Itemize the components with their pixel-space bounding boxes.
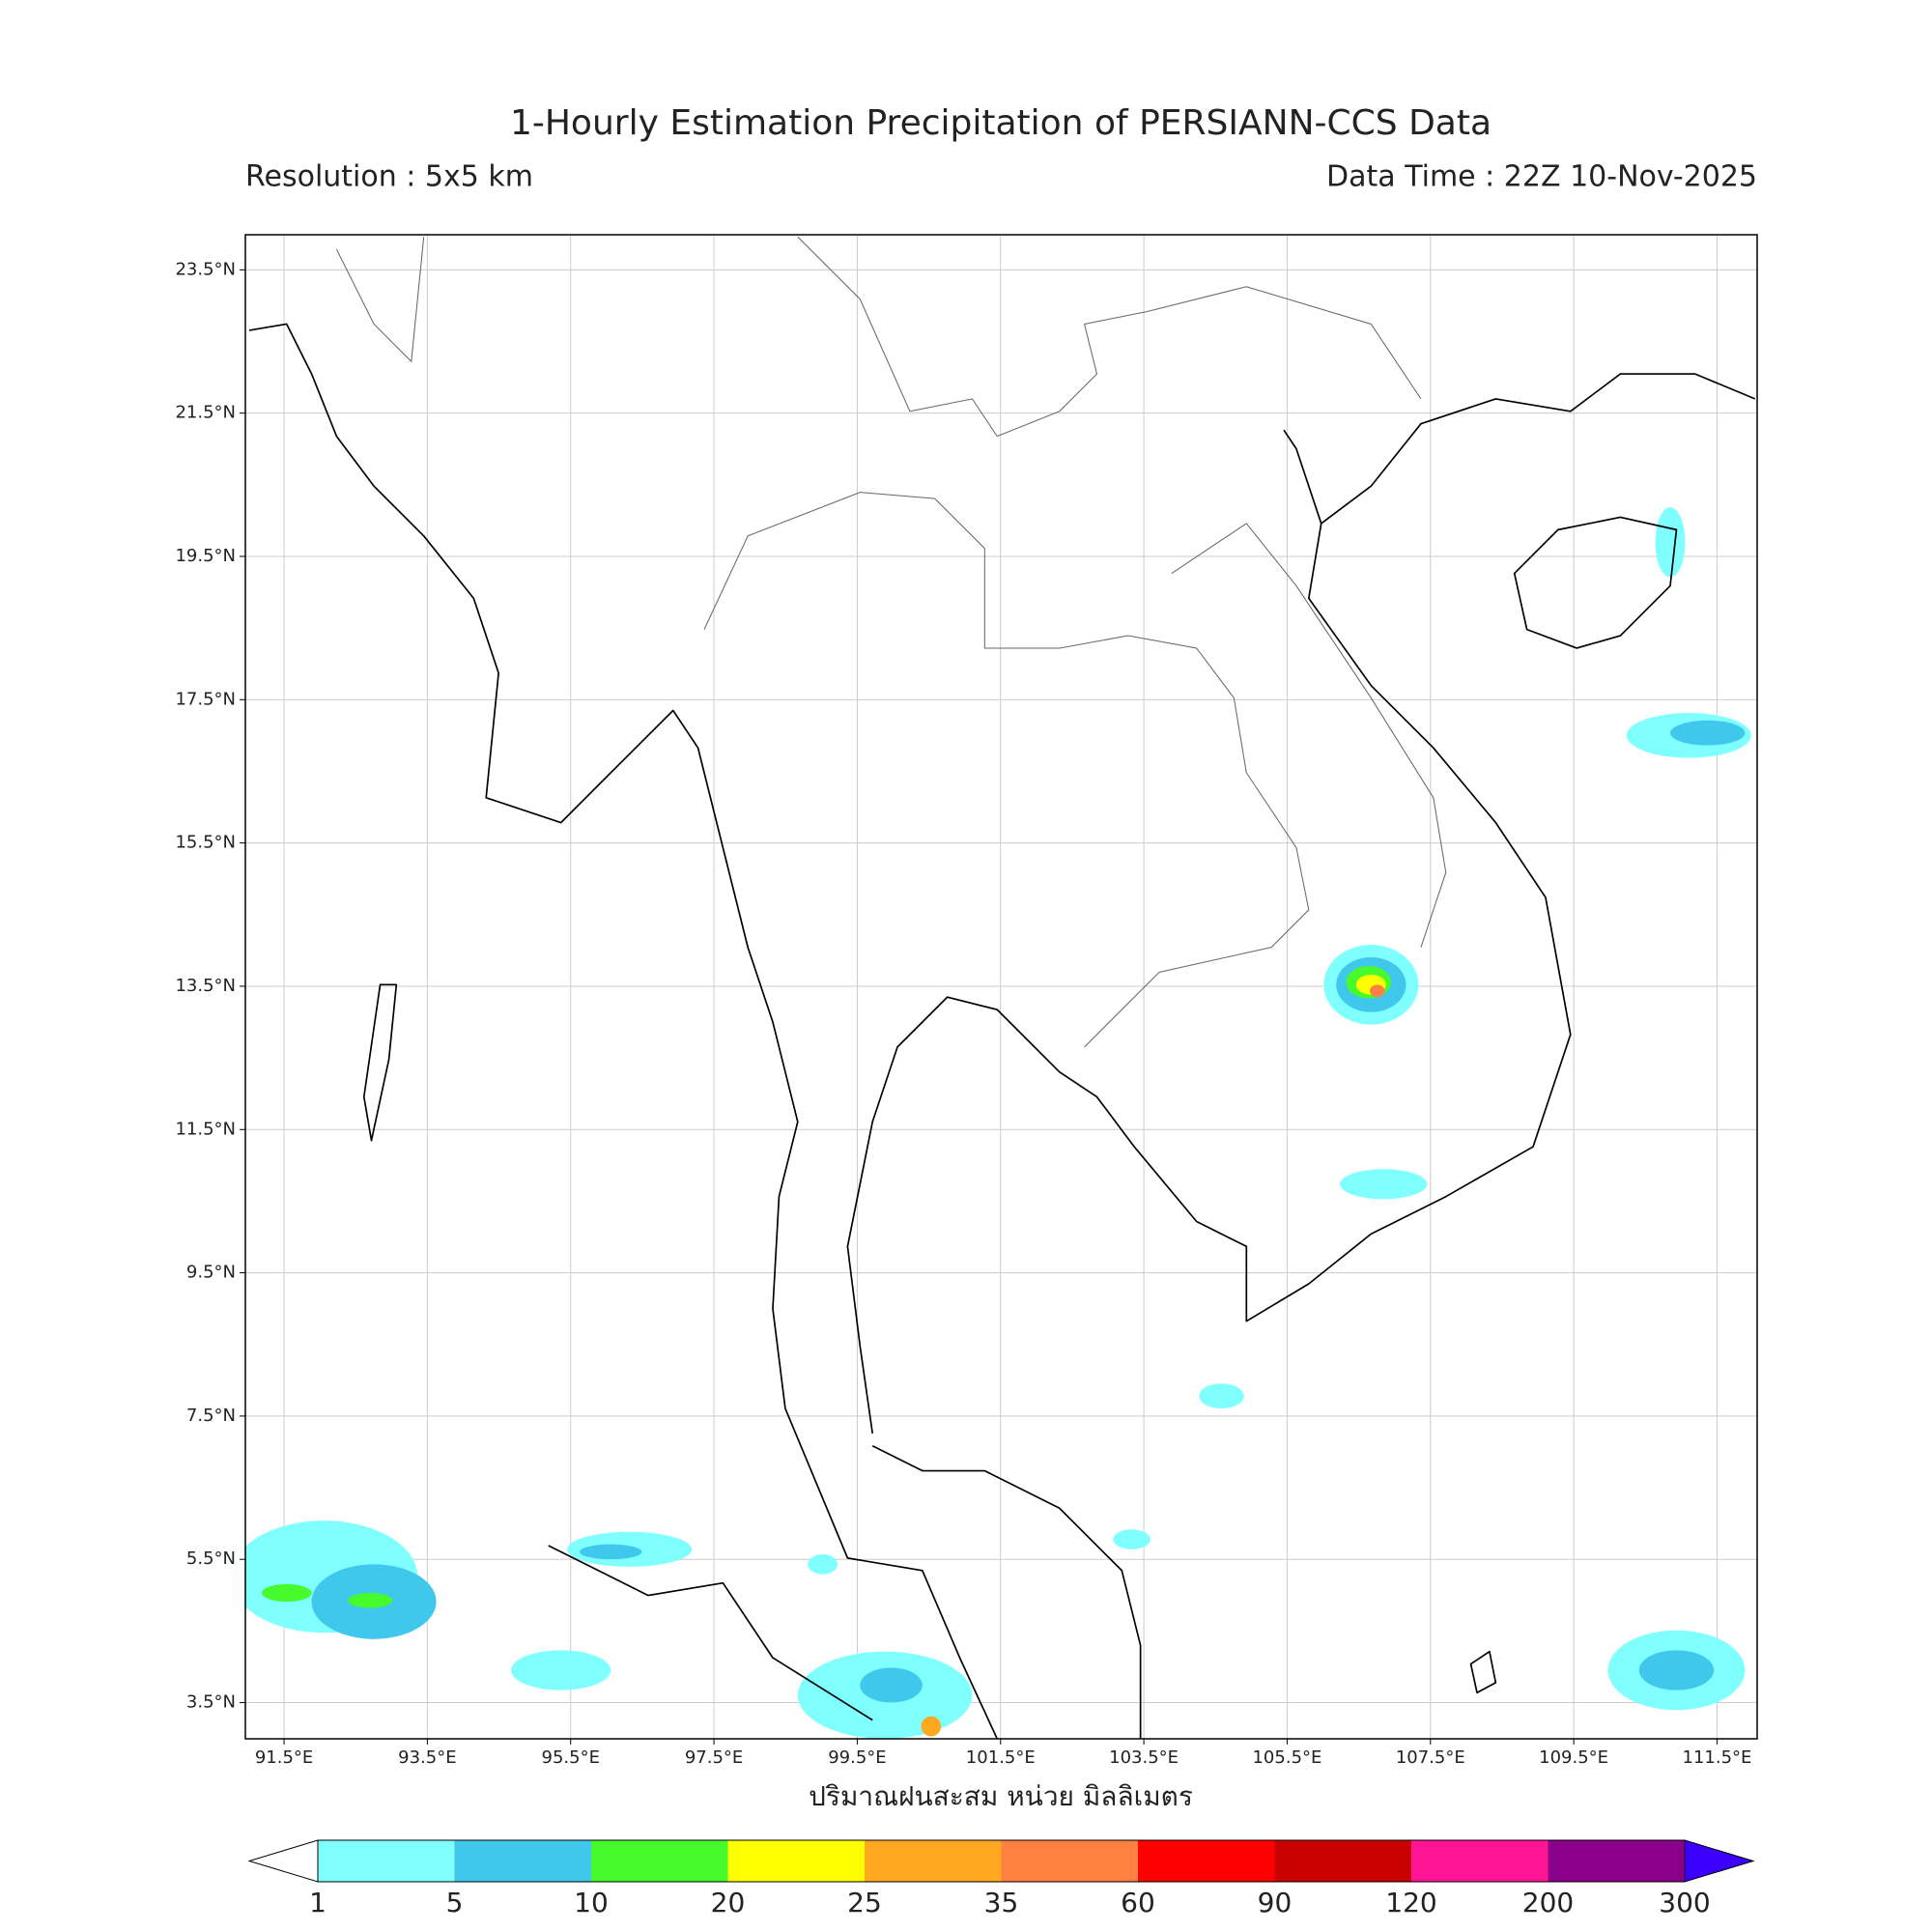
colorbar-label: 25 xyxy=(847,1887,882,1918)
colorbar-under xyxy=(247,1839,319,1883)
map-frame xyxy=(244,234,1758,1740)
x-tick-label: 97.5°E xyxy=(685,1747,743,1768)
geography xyxy=(245,236,1756,1739)
resolution: Resolution : 5x5 km xyxy=(245,160,533,194)
colorbar-label: 35 xyxy=(984,1887,1019,1918)
colorbar-bin xyxy=(1138,1840,1275,1882)
y-tick-label: 15.5°N xyxy=(175,833,236,853)
colorbar-bin xyxy=(1411,1840,1548,1882)
x-tick-label: 107.5°E xyxy=(1396,1747,1465,1768)
x-tick-label: 111.5°E xyxy=(1683,1747,1752,1768)
grid xyxy=(245,235,1757,1739)
colorbar-label: 200 xyxy=(1522,1887,1574,1918)
x-tick-label: 91.5°E xyxy=(255,1747,313,1768)
x-tick-label: 95.5°E xyxy=(542,1747,600,1768)
colorbar: 1 5 10 20 25 35 60 90 120 200 300 xyxy=(247,1839,1755,1918)
colorbar-bin xyxy=(318,1840,455,1882)
title: 1-Hourly Estimation Precipitation of PER… xyxy=(510,103,1492,143)
y-tick-label: 21.5°N xyxy=(175,403,236,423)
x-axis-label: ปริมาณฝนสะสม หน่วย มิลลิเมตร xyxy=(809,1780,1193,1812)
y-tick-label: 23.5°N xyxy=(175,259,236,279)
y-tick-label: 9.5°N xyxy=(186,1263,236,1283)
colorbar-label: 20 xyxy=(711,1887,746,1918)
y-tick-label: 13.5°N xyxy=(175,976,236,996)
x-tick-label: 93.5°E xyxy=(398,1747,456,1768)
colorbar-label: 300 xyxy=(1659,1887,1710,1918)
y-tick-label: 5.5°N xyxy=(186,1548,236,1569)
colorbar-bin xyxy=(1001,1840,1139,1882)
y-tick-label: 19.5°N xyxy=(175,546,236,566)
colorbar-label: 60 xyxy=(1121,1887,1155,1918)
data-time: Data Time : 22Z 10-Nov-2025 xyxy=(1326,160,1757,194)
colorbar-bin xyxy=(1274,1840,1412,1882)
colorbar-label: 90 xyxy=(1258,1887,1293,1918)
map-content xyxy=(245,236,1756,1739)
y-tick-label: 3.5°N xyxy=(186,1692,236,1713)
colorbar-bin xyxy=(591,1840,728,1882)
x-tick-label: 105.5°E xyxy=(1252,1747,1321,1768)
x-tick-label: 103.5°E xyxy=(1109,1747,1179,1768)
colorbar-label: 1 xyxy=(309,1887,327,1918)
colorbar-label: 5 xyxy=(446,1887,464,1918)
colorbar-over xyxy=(1684,1839,1755,1883)
colorbar-bin xyxy=(1548,1840,1686,1882)
x-tick-label: 99.5°E xyxy=(828,1747,886,1768)
x-tick-label: 109.5°E xyxy=(1539,1747,1608,1768)
y-tick-label: 17.5°N xyxy=(175,689,236,709)
colorbar-bin xyxy=(727,1840,866,1882)
colorbar-bin xyxy=(865,1840,1002,1882)
y-tick-label: 7.5°N xyxy=(186,1406,236,1426)
y-tick-label: 11.5°N xyxy=(175,1119,236,1139)
colorbar-outline xyxy=(317,1839,1686,1883)
colorbar-bin xyxy=(454,1840,592,1882)
rain-areas xyxy=(245,507,1751,1739)
colorbar-label: 10 xyxy=(574,1887,609,1918)
x-tick-label: 101.5°E xyxy=(966,1747,1036,1768)
colorbar-label: 120 xyxy=(1385,1887,1436,1918)
